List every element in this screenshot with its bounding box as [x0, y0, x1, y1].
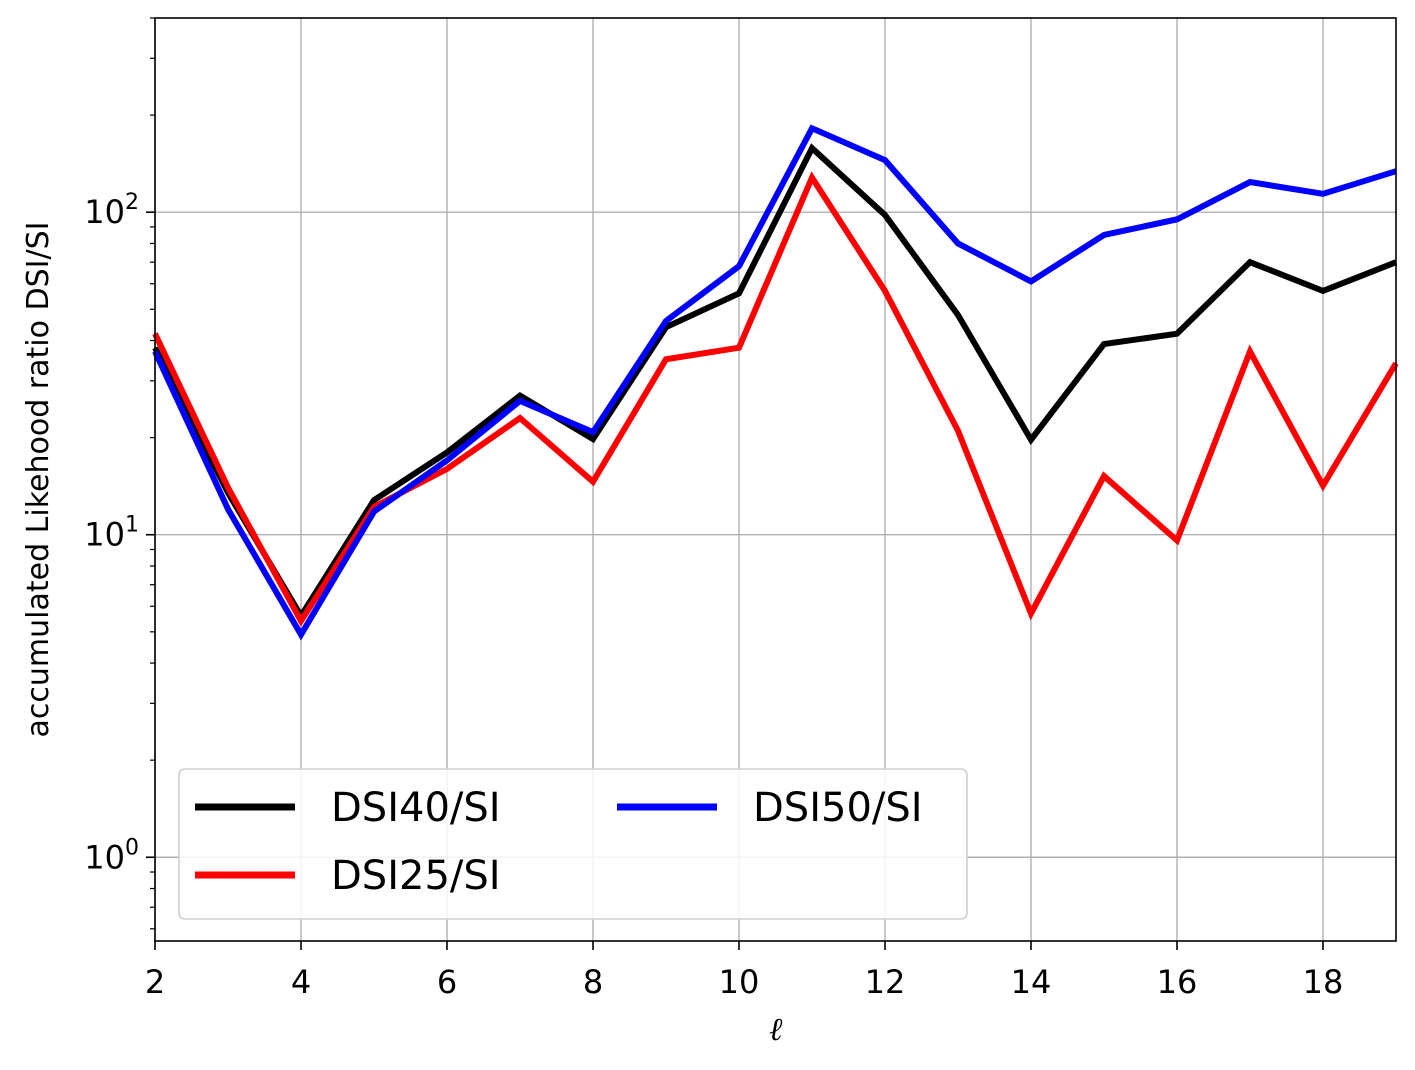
x-tick-label: 4: [291, 963, 311, 1001]
series-layer: [152, 124, 1399, 641]
legend-label: DSI25/SI: [331, 853, 501, 899]
legend: DSI40/SI DSI25/SI DSI50/SI: [178, 768, 968, 920]
x-tick-label: 8: [583, 963, 603, 1001]
x-axis-label: ℓ: [769, 1010, 783, 1048]
y-axis-label: accumulated Likehood ratio DSI/SI: [21, 222, 56, 738]
y-tick-label: 100: [84, 835, 139, 876]
x-tick-label: 10: [719, 963, 760, 1001]
legend-label: DSI50/SI: [753, 785, 923, 831]
plot-frame: [154, 17, 1397, 942]
minor-ticks: [150, 17, 155, 930]
x-tick-label: 16: [1157, 963, 1198, 1001]
x-tick-label: 2: [145, 963, 165, 1001]
legend-label: DSI40/SI: [331, 785, 501, 831]
x-tick-label: 6: [437, 963, 457, 1001]
x-axis-ticks: 2 4 6 8 10 12 14 16 18: [145, 941, 1344, 1001]
x-tick-label: 12: [865, 963, 906, 1001]
y-axis-ticks: 100 101 102: [84, 190, 155, 876]
series-line-dsi40-si: [152, 143, 1398, 622]
x-tick-label: 14: [1011, 963, 1052, 1001]
y-tick-label: 102: [84, 190, 139, 231]
x-tick-label: 18: [1303, 963, 1344, 1001]
series-line-dsi25-si: [152, 171, 1399, 627]
y-tick-label: 101: [84, 513, 139, 554]
series-line-dsi50-si: [152, 124, 1397, 641]
legend-box: [178, 768, 968, 920]
